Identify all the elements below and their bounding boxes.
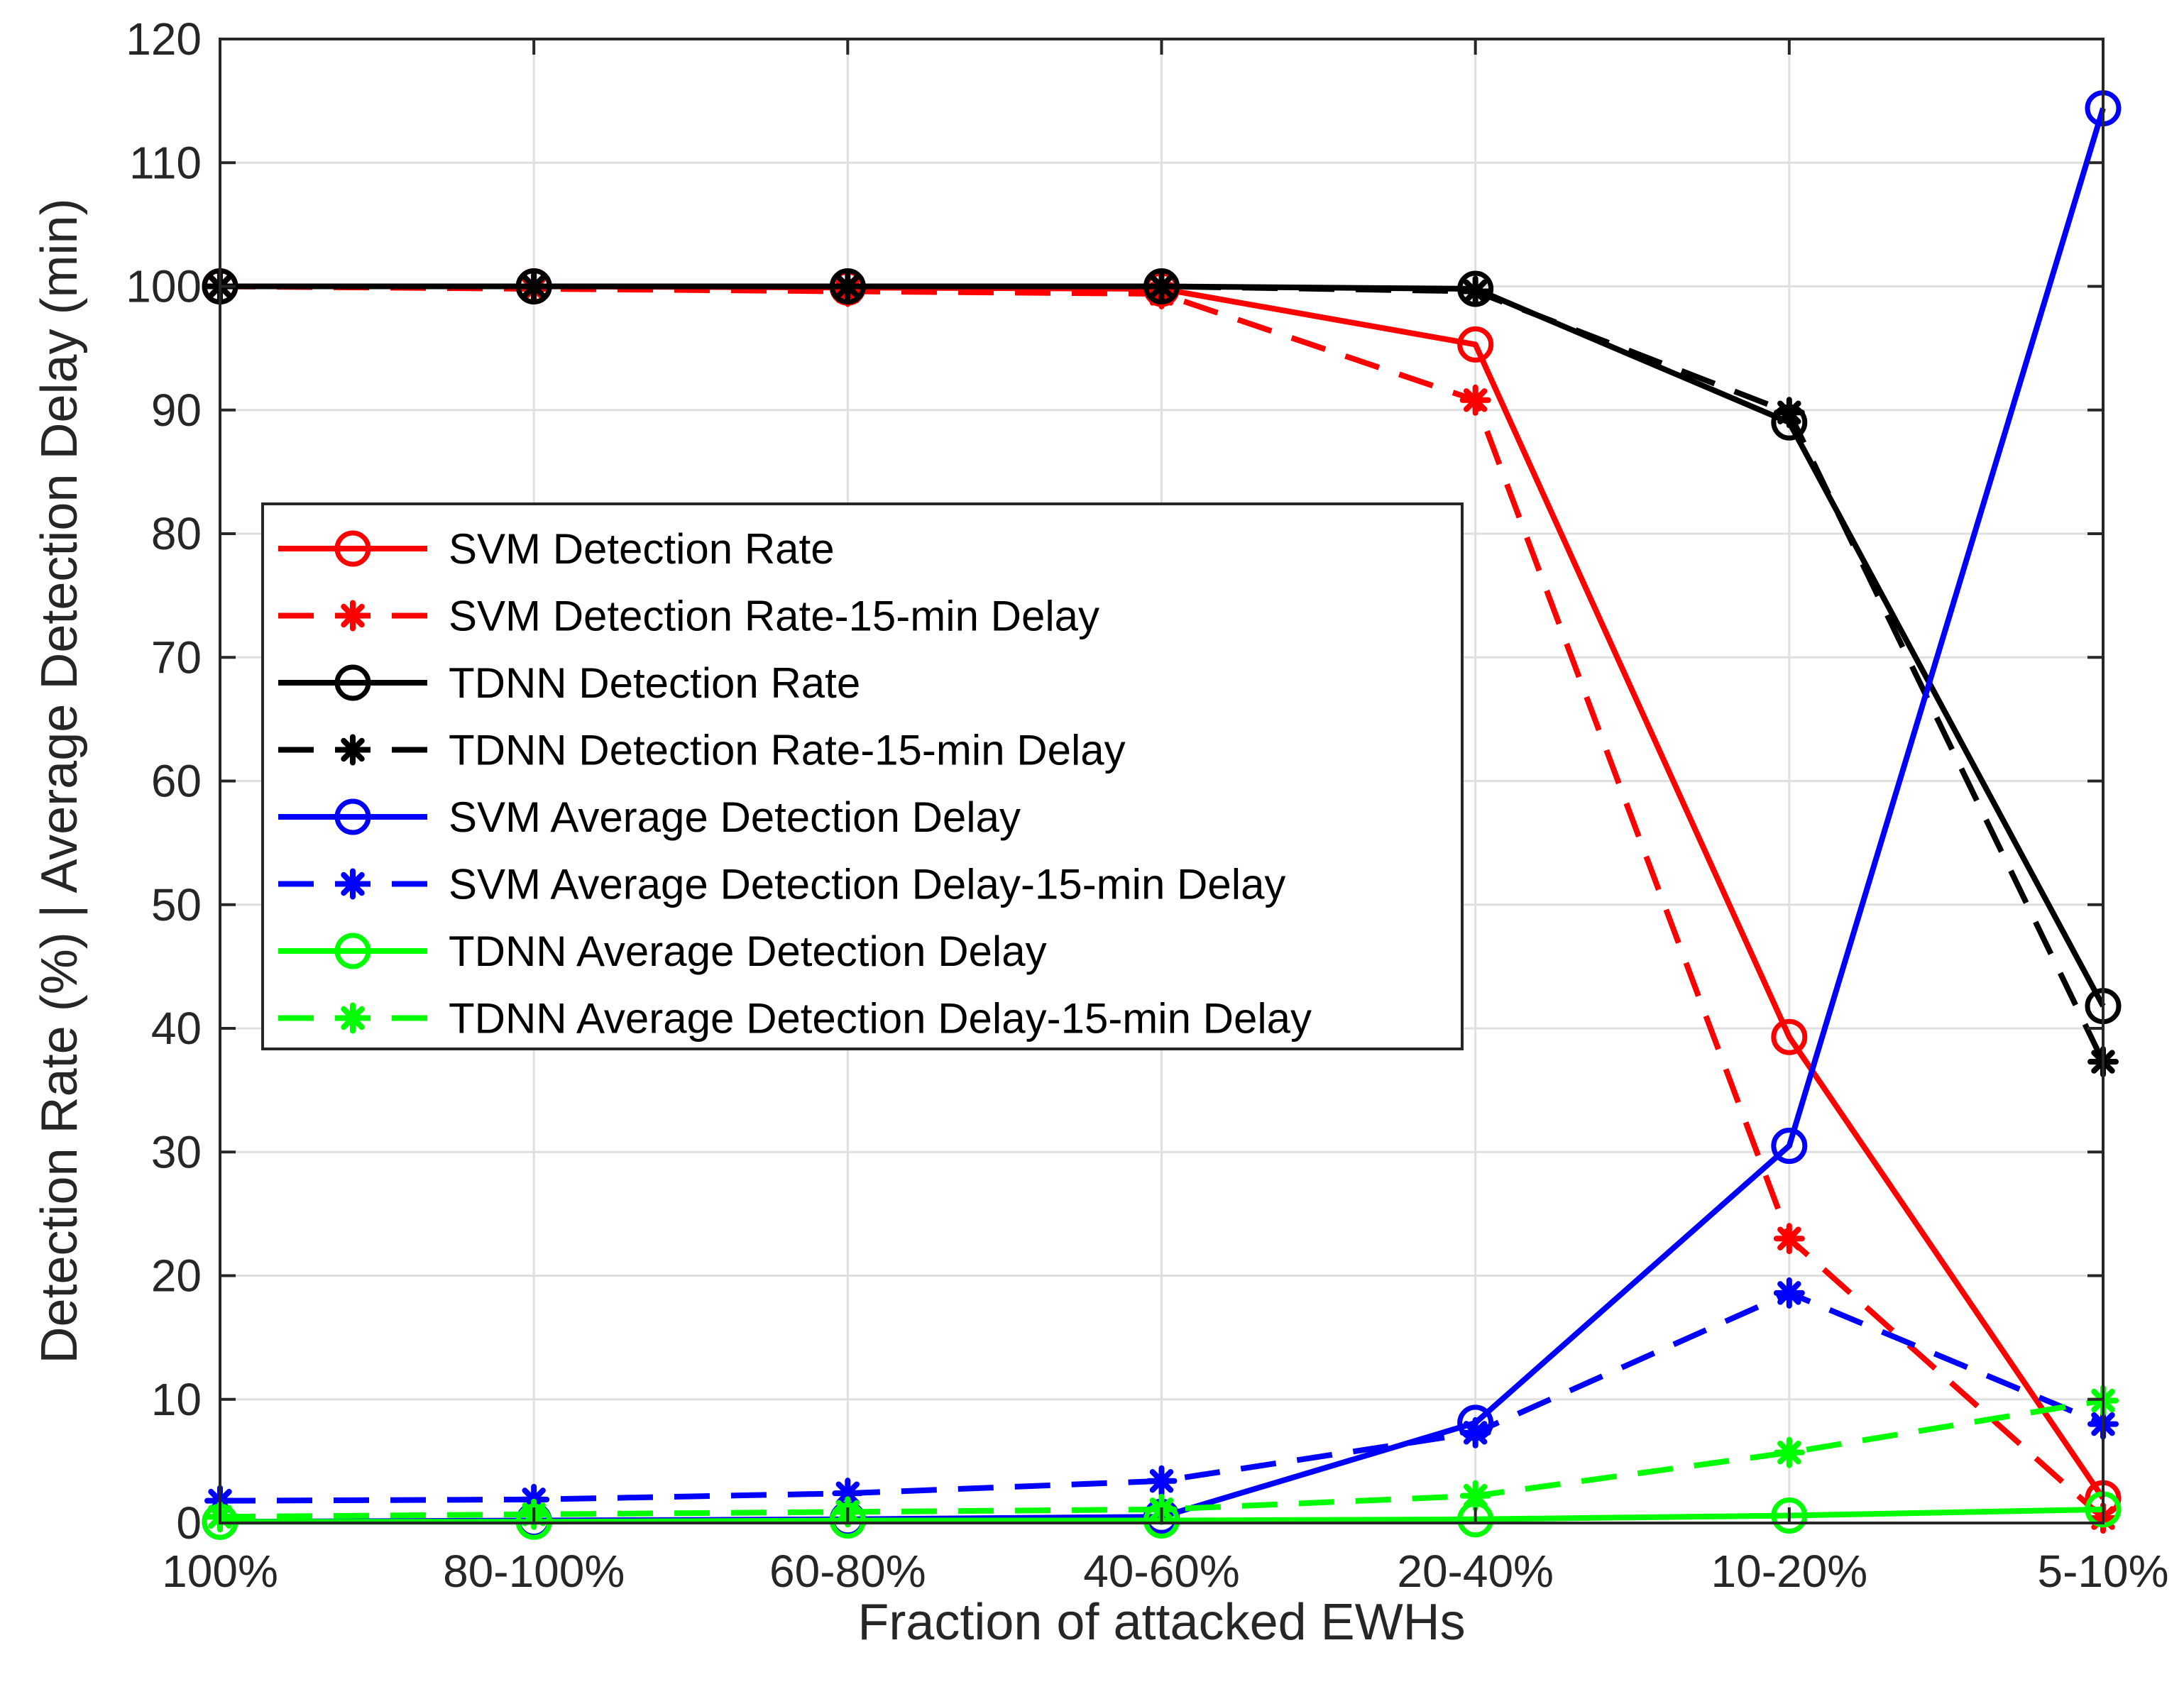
legend-label: TDNN Average Detection Delay-15-min Dela…: [449, 995, 1312, 1043]
y-tick-label: 20: [151, 1250, 202, 1302]
legend-label: SVM Detection Rate-15-min Delay: [449, 593, 1099, 640]
y-tick-label: 120: [126, 13, 202, 65]
asterisk-marker: [518, 270, 550, 302]
y-tick-label: 0: [176, 1497, 202, 1549]
legend-label: TDNN Average Detection Delay: [449, 928, 1047, 975]
asterisk-marker: [337, 868, 368, 900]
circle-marker: [1771, 1128, 1808, 1165]
legend-item: TDNN Detection Rate: [278, 659, 860, 707]
asterisk-marker: [1459, 384, 1491, 416]
y-tick-label: 30: [151, 1126, 202, 1177]
asterisk-marker: [1773, 1223, 1805, 1255]
legend-item: TDNN Average Detection Delay: [278, 928, 1047, 975]
legend: SVM Detection Rate SVM Detection Rate-15-…: [261, 502, 1464, 1050]
asterisk-marker: [337, 1002, 368, 1034]
circle-marker: [1771, 1497, 1808, 1534]
y-tick-label: 60: [151, 756, 202, 807]
asterisk-marker: [1459, 1417, 1491, 1448]
legend-label: SVM Average Detection Delay-15-min Delay: [449, 861, 1285, 908]
legend-item: SVM Detection Rate-15-min Delay: [278, 593, 1099, 640]
x-tick-label: 10-20%: [1711, 1546, 1868, 1597]
y-tick-label: 80: [151, 508, 202, 559]
x-tick-label: 100%: [162, 1546, 278, 1597]
asterisk-marker: [1146, 1465, 1178, 1497]
legend-item: SVM Average Detection Delay-15-min Delay: [278, 861, 1285, 908]
circle-marker: [334, 933, 371, 969]
x-tick-label: 80-100%: [443, 1546, 625, 1597]
y-tick-label: 110: [129, 137, 202, 188]
asterisk-marker: [1773, 1436, 1805, 1468]
legend-label: SVM Average Detection Delay: [449, 793, 1021, 841]
asterisk-marker: [1773, 397, 1805, 429]
series-3: [204, 270, 2119, 1078]
x-tick-label: 40-60%: [1083, 1546, 1240, 1597]
circle-marker: [1457, 326, 1494, 363]
asterisk-marker: [337, 734, 368, 766]
y-tick-label: 50: [151, 879, 202, 930]
y-tick-label: 70: [151, 632, 202, 683]
x-tick-label: 60-80%: [769, 1546, 926, 1597]
asterisk-marker: [832, 270, 864, 302]
y-tick-label: 40: [151, 1003, 202, 1054]
x-tick-label: 20-40%: [1397, 1546, 1554, 1597]
legend-item: TDNN Average Detection Delay-15-min Dela…: [278, 995, 1312, 1043]
y-tick-label: 90: [151, 385, 202, 436]
tick-layer: 0 10 20 30 40 50 60 70 80 90 100 110 120 100% 80-100% 6…: [126, 13, 2168, 1597]
legend-label: TDNN Detection Rate: [449, 659, 860, 707]
y-tick-label: 10: [151, 1374, 202, 1425]
circle-marker: [334, 530, 371, 567]
circle-marker: [334, 664, 371, 701]
asterisk-marker: [337, 600, 368, 632]
asterisk-marker: [1773, 1277, 1805, 1309]
legend-label: TDNN Detection Rate-15-min Delay: [449, 727, 1126, 774]
asterisk-marker: [1459, 1480, 1491, 1512]
asterisk-marker: [832, 1478, 864, 1510]
legend-item: SVM Detection Rate: [278, 525, 835, 573]
legend-box: [261, 502, 1464, 1050]
circle-marker: [334, 798, 371, 835]
asterisk-marker: [1146, 270, 1178, 302]
legend-item: SVM Average Detection Delay: [278, 793, 1021, 841]
circle-marker: [1771, 1018, 1808, 1055]
y-tick-label: 100: [126, 261, 202, 312]
legend-label: SVM Detection Rate: [449, 525, 835, 573]
y-axis-label: Detection Rate (%) | Average Detection D…: [31, 198, 88, 1363]
x-axis-label: Fraction of attacked EWHs: [857, 1594, 1465, 1651]
legend-item: TDNN Detection Rate-15-min Delay: [278, 727, 1126, 774]
asterisk-marker: [1459, 275, 1491, 307]
x-tick-label: 5-10%: [2038, 1546, 2169, 1597]
